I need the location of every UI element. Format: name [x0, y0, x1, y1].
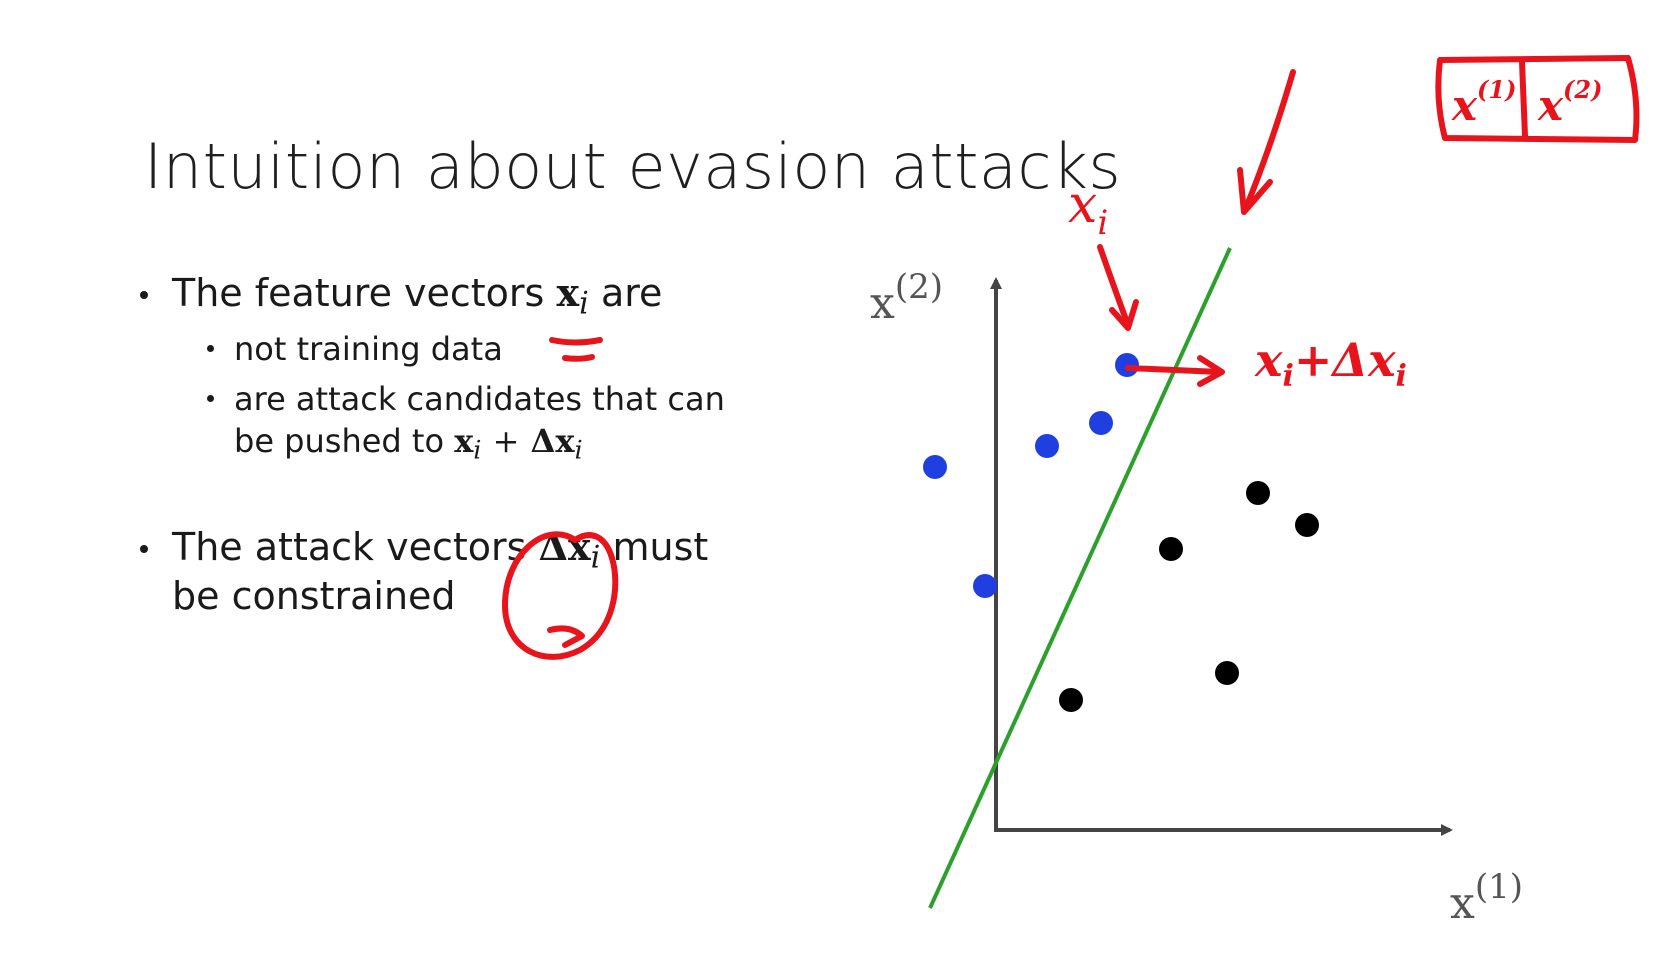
ink-arrow-shift: [1125, 365, 1223, 375]
blue-point: [973, 574, 997, 598]
bullet-attack-vectors: The attack vectors Δxi must: [172, 524, 709, 576]
ink-box-cell1: x(1): [1451, 75, 1516, 130]
ink-arrowhead: [1237, 167, 1273, 215]
black-point: [1295, 513, 1319, 537]
bullet-text: are: [600, 271, 663, 315]
ink-underline: [549, 337, 603, 362]
bullet-dot: [140, 291, 148, 299]
blue-point-xi: [1115, 353, 1139, 377]
blue-point: [923, 455, 947, 479]
sub-bullet-attack-candidates: are attack candidates that can: [234, 380, 725, 418]
black-point: [1246, 481, 1270, 505]
bullet-dot: [140, 545, 148, 553]
slide-title: Intuition about evasion attacks: [144, 130, 1122, 203]
bullet-dot: [207, 345, 214, 352]
black-point: [1059, 688, 1083, 712]
black-point: [1159, 537, 1183, 561]
ink-arrow-to-xi: [1097, 244, 1131, 328]
bullet-attack-vectors-line2: be constrained: [172, 574, 456, 618]
math-delta-xi: Δxi: [538, 524, 601, 576]
ink-circle: [502, 531, 619, 660]
sub-bullet-attack-candidates-line2: be pushed to xi + Δxi: [234, 422, 583, 466]
ink-squiggle: [547, 625, 585, 648]
bullet-text: The feature vectors: [172, 271, 545, 315]
math-xi-plus-delta: xi + Δxi: [454, 422, 583, 466]
ink-box-cell2: x(2): [1537, 75, 1602, 130]
bullet-feature-vectors: The feature vectors xi are: [172, 270, 662, 322]
x-axis-label: x(1): [1450, 867, 1523, 929]
ink-label-xi: xi: [1068, 175, 1108, 243]
blue-point: [1035, 434, 1059, 458]
y-axis-label: x(2): [870, 267, 943, 329]
ink-label-shift: xi+Δxi: [1254, 333, 1407, 394]
ink-arrowhead: [1197, 355, 1225, 387]
ink-box: [1435, 55, 1640, 143]
ink-arrowhead: [1109, 299, 1139, 331]
math-xi: xi: [556, 270, 589, 322]
sub-bullet-not-training: not training data: [234, 330, 503, 368]
decision-boundary: [928, 247, 1232, 909]
ink-arrow-boundary: [1242, 69, 1296, 213]
blue-point: [1089, 411, 1113, 435]
black-point: [1215, 661, 1239, 685]
bullet-dot: [207, 395, 214, 402]
